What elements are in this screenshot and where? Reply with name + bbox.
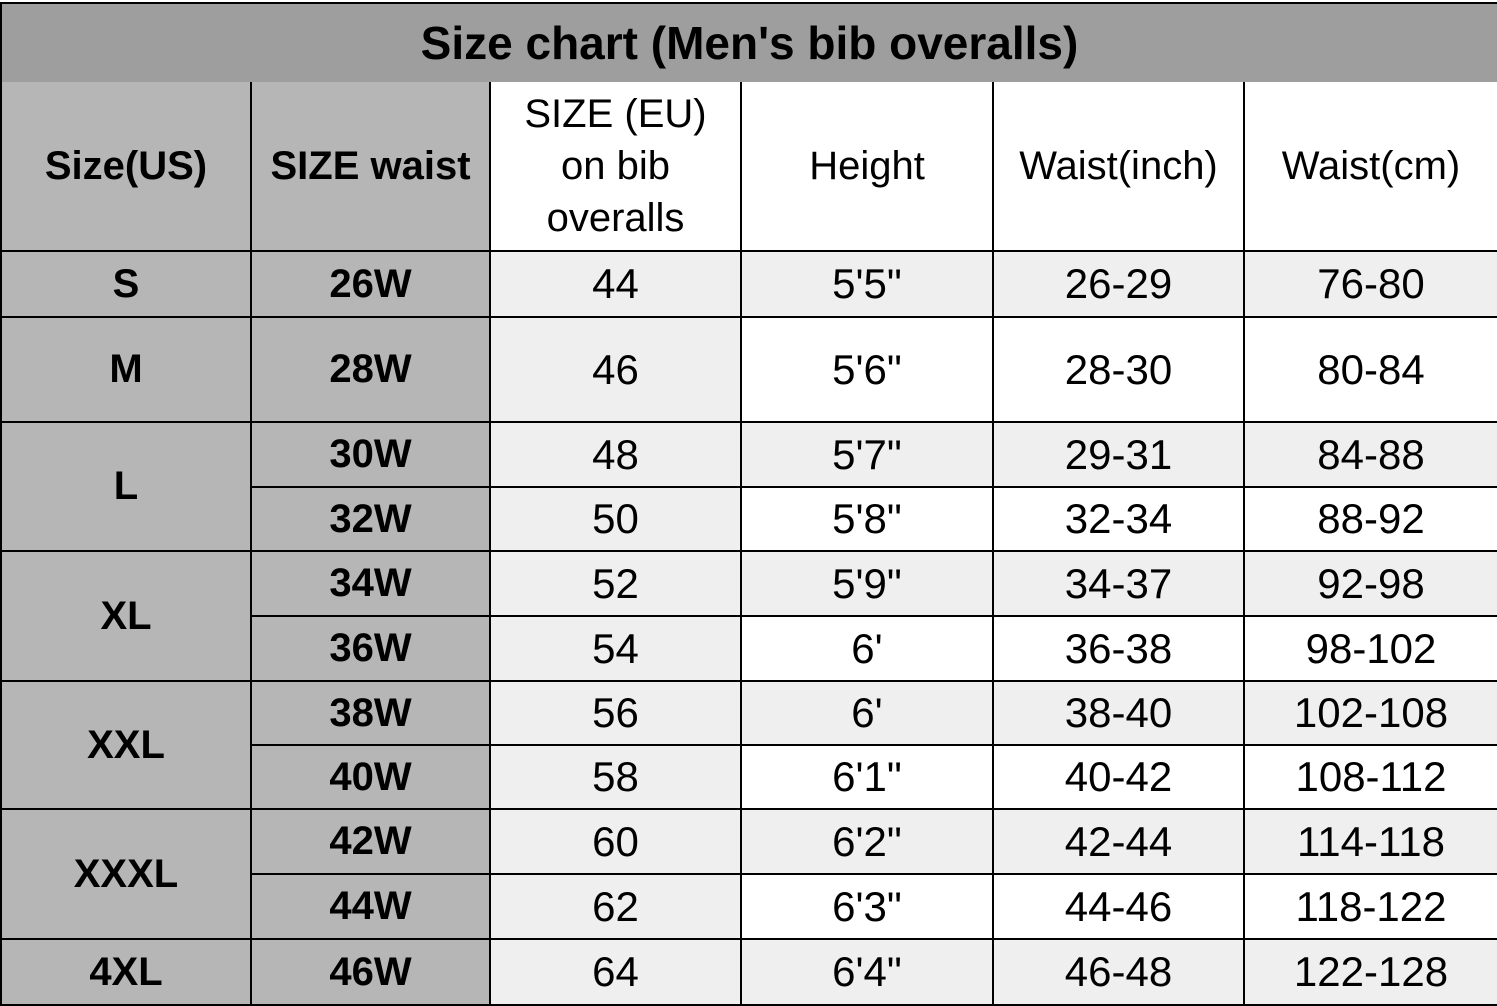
us-size: M (0, 318, 252, 423)
us-size: S (0, 252, 252, 318)
data-cell: 122-128 (1245, 940, 1497, 1006)
data-cell: 80-84 (1245, 318, 1497, 423)
data-cell: 88-92 (1245, 488, 1497, 552)
data-cell: 46-48 (994, 940, 1245, 1006)
waist-size: 32W (252, 488, 491, 552)
waist-size: 34W (252, 552, 491, 617)
data-cell: 58 (491, 746, 742, 810)
column-header: Waist(inch) (994, 82, 1245, 252)
data-cell: 42-44 (994, 810, 1245, 875)
data-cell: 29-31 (994, 423, 1245, 488)
data-cell: 48 (491, 423, 742, 488)
data-cell: 114-118 (1245, 810, 1497, 875)
waist-size: 44W (252, 875, 491, 940)
title: Size chart (Men's bib overalls) (0, 2, 1497, 84)
data-cell: 52 (491, 552, 742, 617)
data-cell: 6'1" (742, 746, 994, 810)
data-cell: 92-98 (1245, 552, 1497, 617)
us-size: XXXL (0, 810, 252, 940)
column-header: Waist(cm) (1245, 82, 1497, 252)
us-size: 4XL (0, 940, 252, 1006)
column-header: SIZE waist (252, 82, 491, 252)
data-cell: 46 (491, 318, 742, 423)
column-header: Height (742, 82, 994, 252)
data-cell: 6' (742, 617, 994, 682)
data-cell: 26-29 (994, 252, 1245, 318)
waist-size: 36W (252, 617, 491, 682)
waist-size: 42W (252, 810, 491, 875)
data-cell: 56 (491, 682, 742, 746)
waist-size: 26W (252, 252, 491, 318)
data-cell: 44-46 (994, 875, 1245, 940)
data-cell: 6' (742, 682, 994, 746)
data-cell: 38-40 (994, 682, 1245, 746)
data-cell: 44 (491, 252, 742, 318)
data-cell: 5'8" (742, 488, 994, 552)
data-cell: 6'3" (742, 875, 994, 940)
data-cell: 28-30 (994, 318, 1245, 423)
data-cell: 36-38 (994, 617, 1245, 682)
waist-size: 30W (252, 423, 491, 488)
data-cell: 60 (491, 810, 742, 875)
data-cell: 84-88 (1245, 423, 1497, 488)
data-cell: 32-34 (994, 488, 1245, 552)
data-cell: 64 (491, 940, 742, 1006)
data-cell: 5'5" (742, 252, 994, 318)
data-cell: 118-122 (1245, 875, 1497, 940)
data-cell: 102-108 (1245, 682, 1497, 746)
data-cell: 5'9" (742, 552, 994, 617)
data-cell: 50 (491, 488, 742, 552)
data-cell: 5'6" (742, 318, 994, 423)
data-cell: 34-37 (994, 552, 1245, 617)
waist-size: 46W (252, 940, 491, 1006)
data-cell: 76-80 (1245, 252, 1497, 318)
data-cell: 62 (491, 875, 742, 940)
waist-size: 38W (252, 682, 491, 746)
data-cell: 54 (491, 617, 742, 682)
us-size: XXL (0, 682, 252, 810)
data-cell: 40-42 (994, 746, 1245, 810)
data-cell: 6'2" (742, 810, 994, 875)
waist-size: 28W (252, 318, 491, 423)
data-cell: 6'4" (742, 940, 994, 1006)
us-size: XL (0, 552, 252, 682)
column-header: SIZE (EU) on bib overalls (491, 82, 742, 252)
column-header: Size(US) (0, 82, 252, 252)
waist-size: 40W (252, 746, 491, 810)
us-size: L (0, 423, 252, 552)
data-cell: 98-102 (1245, 617, 1497, 682)
data-cell: 108-112 (1245, 746, 1497, 810)
data-cell: 5'7" (742, 423, 994, 488)
